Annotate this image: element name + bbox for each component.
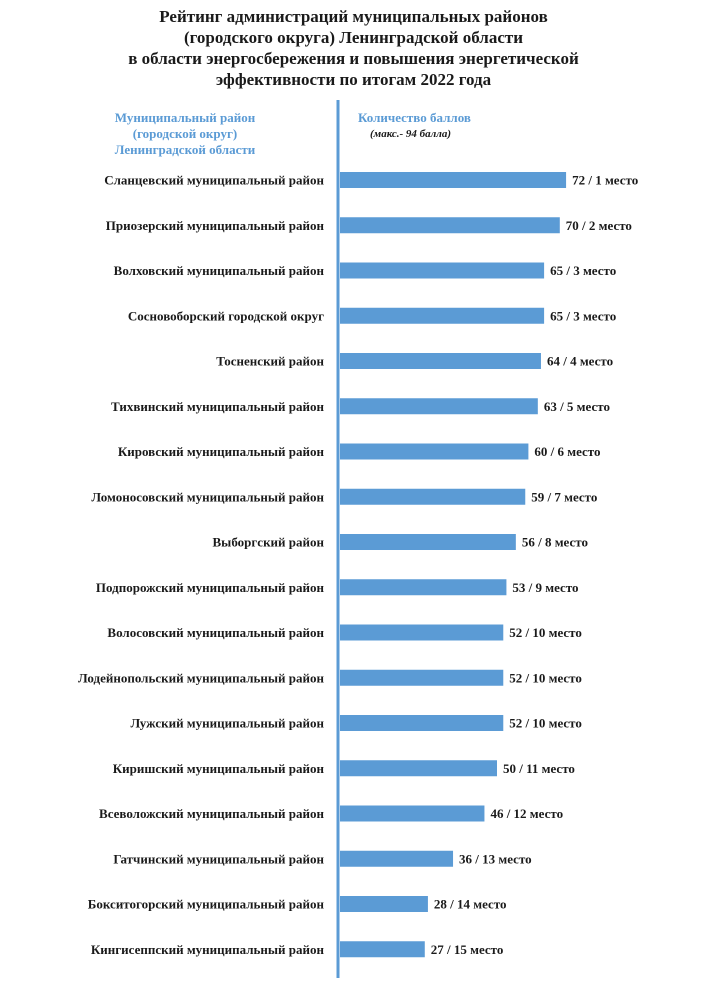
data-label: 63 / 5 место [544,399,610,414]
data-label: 56 / 8 место [522,535,588,550]
bar [340,624,504,641]
data-label: 70 / 2 место [566,218,632,233]
category-label: Ломоносовский муниципальный район [91,489,324,504]
bar [340,353,541,369]
data-label: 64 / 4 место [547,354,613,369]
data-label: 50 / 11 место [503,761,575,776]
category-label: Сосновоборский городской округ [128,308,324,323]
category-label: Волховский муниципальный район [114,263,325,278]
bar [340,669,504,686]
data-label: 65 / 3 место [550,308,616,323]
bar [340,172,567,188]
category-label: Гатчинский муниципальный район [113,851,324,866]
category-label: Лодейнопольский муниципальный район [78,670,324,685]
bar [340,398,538,415]
data-label: 72 / 1 место [572,173,638,188]
value-axis-header: Количество баллов (макс.- 94 балла) [358,110,471,142]
category-label: Волосовский муниципальный район [107,625,324,640]
category-label: Киришский муниципальный район [113,761,325,776]
category-label: Сланцевский муниципальный район [104,173,324,188]
data-label: 60 / 6 место [534,444,600,459]
bar [340,262,545,279]
title-line: (городского округа) Ленинградской област… [183,28,524,47]
bar [340,850,454,867]
bar [340,488,526,505]
category-label: Лужский муниципальный район [130,716,324,731]
data-label: 52 / 10 место [509,625,582,640]
bar [340,443,529,460]
data-label: 28 / 14 место [434,897,507,912]
data-label: 52 / 10 место [509,716,582,731]
category-label: Подпорожский муниципальный район [96,580,325,595]
category-label: Тосненский район [216,354,324,369]
bar [340,307,545,324]
data-label: 52 / 10 место [509,670,582,685]
category-label: Всеволожский муниципальный район [99,806,324,821]
bar [340,805,485,822]
bar [340,217,560,234]
bar [340,760,497,777]
data-label: 59 / 7 место [531,489,597,504]
category-label: Приозерский муниципальный район [106,218,325,233]
bar [340,715,504,731]
chart-title: Рейтинг администраций муниципальных райо… [0,6,707,90]
header-line: (городской округ) [132,126,238,141]
value-header-label: Количество баллов [358,110,471,125]
bar [340,534,516,550]
data-label: 36 / 13 место [459,851,532,866]
title-line: Рейтинг администраций муниципальных райо… [159,7,548,26]
data-label: 27 / 15 место [431,942,504,957]
value-header-max: (макс.- 94 балла) [370,128,452,140]
data-label: 65 / 3 место [550,263,616,278]
bar [340,579,507,596]
header-line: Ленинградской области [114,142,256,157]
title-line: в области энергосбережения и повышения э… [128,49,579,68]
bar [340,896,428,912]
title-line: эффективности по итогам 2022 года [215,70,492,89]
data-label: 53 / 9 место [512,580,578,595]
category-label: Тихвинский муниципальный район [111,399,325,414]
header-line: Муниципальный район [114,110,256,125]
category-label: Кингисеппский муниципальный район [91,942,325,957]
bar [340,941,425,958]
category-label: Кировский муниципальный район [118,444,325,459]
category-label: Бокситогорский муниципальный район [88,897,325,912]
category-label: Выборгский район [213,535,325,550]
data-label: 46 / 12 место [490,806,563,821]
category-axis-header: Муниципальный район (городской округ) Ле… [90,110,280,158]
